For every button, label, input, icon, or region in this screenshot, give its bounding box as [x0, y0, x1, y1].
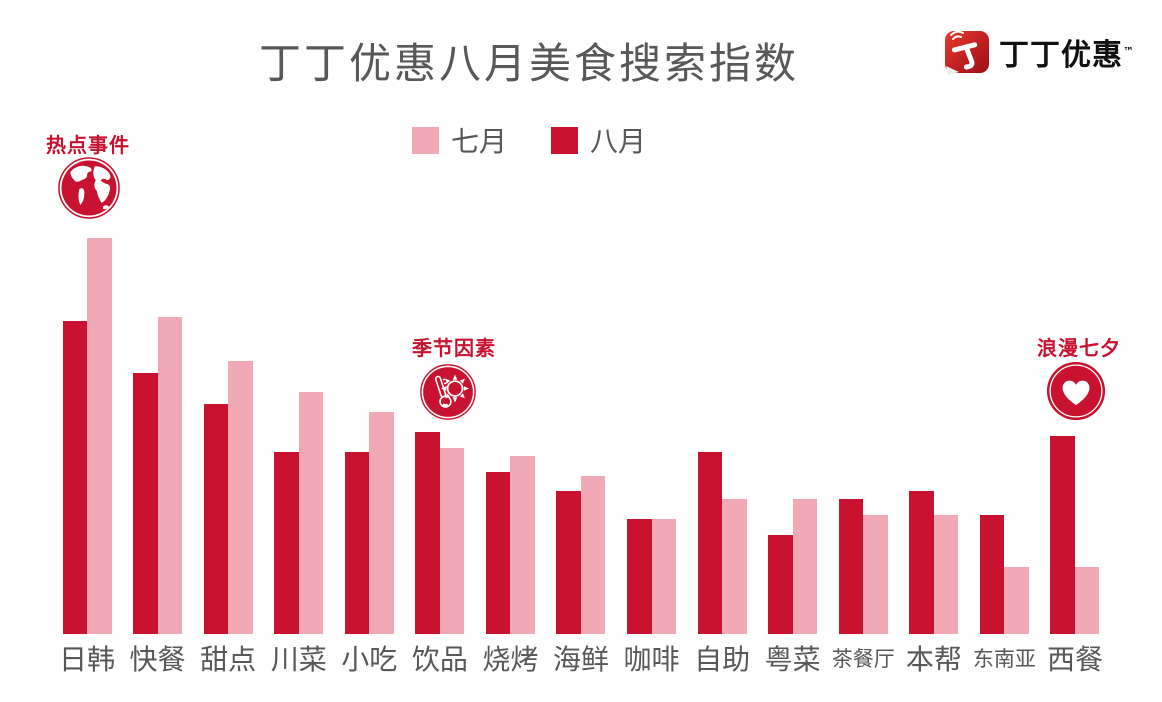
august-color-swatch [551, 126, 579, 154]
trademark-symbol: ™ [1123, 45, 1134, 58]
x-axis-label: 咖啡 [623, 643, 680, 676]
bar-july [1074, 567, 1100, 634]
bar-july [87, 238, 112, 634]
bar-august [344, 452, 370, 634]
bar-july [510, 456, 535, 634]
bar-august [556, 491, 581, 634]
dingding-app-icon [943, 28, 991, 76]
legend-label-august: 八月 [590, 125, 647, 158]
bar-august [274, 452, 299, 634]
legend: 七月 八月 [412, 120, 646, 160]
bar-july [580, 476, 606, 634]
bar-august [415, 432, 440, 634]
legend-item-august: 八月 [551, 120, 646, 160]
heart-icon [1046, 361, 1106, 421]
x-axis-label: 本帮 [905, 643, 962, 676]
bar-august [838, 499, 864, 634]
bar-july [863, 515, 888, 634]
x-axis-label: 甜点 [200, 643, 257, 676]
legend-item-july: 七月 [412, 120, 507, 160]
globe-icon [58, 157, 120, 219]
x-axis-label: 快餐 [129, 643, 186, 676]
x-axis-label: 川菜 [270, 643, 327, 676]
bar-july [651, 519, 677, 634]
x-axis-label: 西餐 [1046, 643, 1103, 676]
x-axis-label: 饮品 [411, 643, 468, 676]
bar-july [439, 448, 465, 634]
brand-logo: 丁丁优惠 ™ [943, 28, 1134, 76]
brand-name: 丁丁优惠 [999, 38, 1123, 73]
x-axis-label: 茶餐厅 [831, 647, 895, 671]
x-axis-label: 粤菜 [764, 643, 821, 676]
july-color-swatch [412, 126, 439, 154]
bar-july [722, 499, 747, 634]
bar-august [627, 519, 652, 634]
bar-july [1004, 567, 1029, 634]
bar-august [697, 452, 723, 634]
x-axis-label: 海鲜 [552, 643, 609, 676]
bar-august [133, 373, 158, 634]
bar-august [979, 515, 1005, 634]
bar-august [909, 491, 934, 634]
annotation-hot-event-label: 热点事件 [46, 133, 130, 157]
bar-july [157, 317, 183, 634]
x-axis-label: 东南亚 [972, 647, 1036, 671]
bar-august [203, 404, 229, 634]
bar-august [768, 535, 793, 634]
bar-august [485, 472, 511, 634]
bar-july [298, 392, 324, 634]
x-axis-label: 日韩 [58, 643, 115, 676]
x-axis-label: 小吃 [341, 643, 398, 676]
bar-july [933, 515, 959, 634]
bar-july [792, 499, 818, 634]
bar-august [1050, 436, 1075, 634]
page-title: 丁丁优惠八月美食搜索指数 [258, 39, 799, 88]
x-axis-label: 自助 [694, 643, 751, 676]
legend-label-july: 七月 [451, 125, 508, 158]
bar-july [228, 361, 253, 634]
x-axis-label: 烧烤 [482, 643, 539, 676]
annotation-seasonal-label: 季节因素 [412, 336, 496, 360]
annotation-qixi-label: 浪漫七夕 [1037, 336, 1121, 360]
bar-july [369, 412, 394, 634]
bar-august [62, 321, 87, 634]
thermometer-sun-icon [420, 364, 476, 420]
